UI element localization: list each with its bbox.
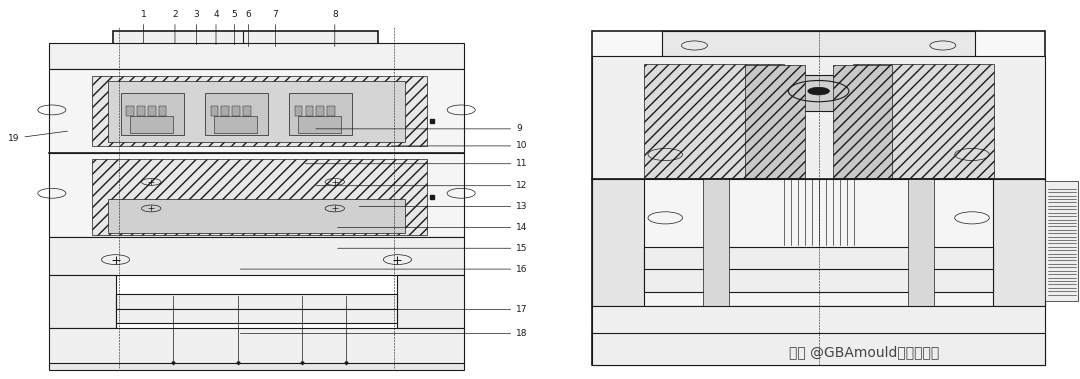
Bar xyxy=(49,43,464,69)
Bar xyxy=(397,275,464,328)
Text: 10: 10 xyxy=(392,141,528,150)
Bar xyxy=(592,306,1045,365)
Text: 19: 19 xyxy=(8,131,67,143)
Bar xyxy=(130,116,173,133)
Bar xyxy=(49,363,464,370)
Bar xyxy=(775,75,862,111)
Bar xyxy=(116,309,397,323)
Bar xyxy=(592,56,1045,180)
Text: 13: 13 xyxy=(360,202,528,211)
Bar xyxy=(745,65,805,179)
Bar xyxy=(644,64,784,178)
Bar xyxy=(92,159,427,235)
Bar xyxy=(306,106,313,116)
Text: 17: 17 xyxy=(219,305,528,314)
Text: 6: 6 xyxy=(245,10,252,47)
Bar xyxy=(121,93,184,135)
Bar xyxy=(92,76,427,146)
Text: 18: 18 xyxy=(241,329,528,338)
Bar xyxy=(703,180,729,306)
Bar xyxy=(994,180,1045,306)
Bar xyxy=(644,247,994,269)
Text: 15: 15 xyxy=(338,244,528,253)
Bar xyxy=(214,116,257,133)
Bar xyxy=(644,180,994,306)
Text: 1: 1 xyxy=(140,10,147,43)
Bar xyxy=(211,106,218,116)
Text: 16: 16 xyxy=(241,265,528,274)
Bar xyxy=(137,106,145,116)
Text: 5: 5 xyxy=(231,10,238,45)
Bar xyxy=(592,180,1045,306)
Bar xyxy=(327,106,335,116)
Circle shape xyxy=(808,87,829,95)
Bar xyxy=(205,93,268,135)
Text: 2: 2 xyxy=(172,10,178,43)
Text: 8: 8 xyxy=(332,10,338,47)
Text: 11: 11 xyxy=(306,159,528,168)
Bar xyxy=(295,106,302,116)
Bar xyxy=(592,333,1045,365)
Bar xyxy=(159,106,166,116)
Bar xyxy=(49,237,464,275)
Text: 3: 3 xyxy=(193,10,200,45)
Bar xyxy=(49,69,464,153)
Bar xyxy=(49,275,116,328)
Bar xyxy=(833,65,892,179)
Bar xyxy=(592,31,1045,365)
Bar xyxy=(644,269,994,292)
Bar xyxy=(148,106,156,116)
Bar xyxy=(232,106,240,116)
Bar xyxy=(108,199,405,233)
Bar xyxy=(221,106,229,116)
Bar xyxy=(289,93,352,135)
Bar xyxy=(853,64,994,178)
Bar xyxy=(126,106,134,116)
Bar xyxy=(592,180,644,306)
Text: 头条 @GBAmould大湾区模具: 头条 @GBAmould大湾区模具 xyxy=(788,345,940,359)
Text: 4: 4 xyxy=(213,10,219,45)
Bar xyxy=(298,116,341,133)
Bar xyxy=(908,180,934,306)
Bar xyxy=(49,153,464,237)
Bar xyxy=(49,328,464,364)
Bar xyxy=(662,31,975,60)
Text: 14: 14 xyxy=(338,223,528,232)
Bar xyxy=(1045,181,1078,301)
Text: 9: 9 xyxy=(316,124,522,133)
Bar xyxy=(316,106,324,116)
Text: 7: 7 xyxy=(272,10,279,47)
Bar xyxy=(116,294,397,309)
Bar xyxy=(108,81,405,142)
Bar xyxy=(243,106,251,116)
Text: 12: 12 xyxy=(316,181,528,190)
Bar xyxy=(113,31,378,44)
